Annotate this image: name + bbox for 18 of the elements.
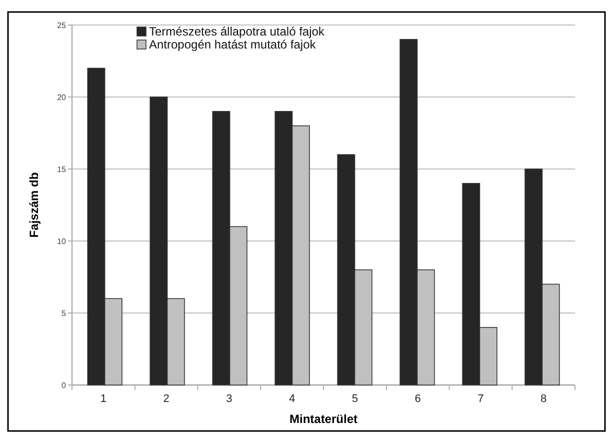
x-axis-title: Mintaterület xyxy=(289,412,358,426)
y-tick-label: 25 xyxy=(57,20,67,30)
x-tick-label: 6 xyxy=(414,393,421,405)
x-tick-label: 5 xyxy=(352,393,358,405)
x-tick-label: 3 xyxy=(226,393,232,405)
x-tick-label: 7 xyxy=(478,393,484,405)
y-tick-label: 0 xyxy=(62,380,67,390)
x-tick-label: 2 xyxy=(163,393,170,405)
y-tick-label: 10 xyxy=(57,236,67,246)
y-tick-label: 15 xyxy=(57,164,67,174)
x-tick-label: 1 xyxy=(100,393,106,405)
x-tick-label: 4 xyxy=(289,393,296,405)
y-tick-label: 5 xyxy=(62,308,67,318)
y-axis-title: Fajszám db xyxy=(27,172,41,238)
legend-label: Természetes állapotra utaló fajok xyxy=(149,24,326,38)
y-tick-label: 20 xyxy=(57,92,67,102)
x-tick-label: 8 xyxy=(540,393,547,405)
legend-label: Antropogén hatást mutató fajok xyxy=(149,38,317,52)
